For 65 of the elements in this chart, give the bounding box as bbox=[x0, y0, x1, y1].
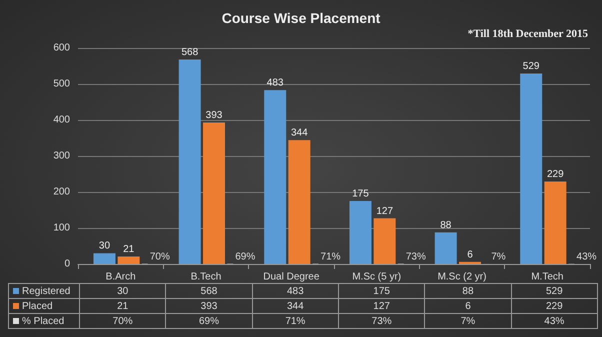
text: 70% bbox=[150, 251, 170, 262]
legend-label: % Placed bbox=[8, 314, 80, 328]
text: 393 bbox=[206, 110, 222, 122]
text: *Till 18th December 2015 bbox=[468, 28, 588, 40]
data-label: 71% bbox=[252, 314, 338, 328]
data-label: 43% bbox=[511, 314, 598, 328]
data-label: 70% bbox=[80, 314, 166, 328]
y-tick-label: 500 bbox=[53, 78, 70, 90]
text: 71% bbox=[320, 251, 341, 262]
x-tick-label: Dual Degree bbox=[263, 272, 320, 282]
text: 30 bbox=[98, 240, 110, 252]
text: 43% bbox=[576, 251, 597, 262]
x-tick-label: B.Tech bbox=[190, 272, 222, 282]
y-tick-label: 600 bbox=[53, 42, 70, 54]
x-tick-label: M.Sc (2 yr) bbox=[438, 272, 486, 282]
data-label: 88 bbox=[424, 284, 512, 298]
data-label: 344 bbox=[252, 298, 338, 314]
x-tick-label: M.Tech bbox=[531, 272, 564, 282]
y-tick-label: 300 bbox=[53, 150, 70, 162]
y-tick-label: 200 bbox=[53, 186, 70, 198]
legend-label: Registered bbox=[8, 284, 80, 298]
data-label: 529 bbox=[511, 284, 598, 298]
text: 6 bbox=[467, 249, 473, 260]
text: 229 bbox=[546, 169, 564, 180]
data-label: 568 bbox=[166, 284, 252, 298]
x-tick-label: M.Sc (5 yr) bbox=[352, 272, 402, 282]
legend-label: Placed bbox=[8, 298, 80, 314]
bar bbox=[544, 182, 566, 264]
y-tick-label: 100 bbox=[53, 222, 70, 234]
text: 344 bbox=[290, 128, 308, 139]
bar bbox=[93, 253, 116, 264]
bar bbox=[178, 60, 201, 264]
text: 21 bbox=[123, 244, 134, 255]
text: 483 bbox=[266, 78, 284, 89]
data-label: 175 bbox=[338, 284, 425, 298]
data-label: 393 bbox=[166, 298, 252, 314]
data-label: 7% bbox=[424, 314, 512, 328]
text: 7% bbox=[491, 251, 506, 262]
text: 175 bbox=[352, 188, 369, 200]
data-label: 6 bbox=[424, 298, 512, 314]
x-tick-label: B.Arch bbox=[106, 272, 136, 282]
data-label: 127 bbox=[338, 298, 425, 314]
data-label: 21 bbox=[80, 298, 166, 314]
bar bbox=[434, 232, 457, 264]
y-tick-label: 400 bbox=[53, 114, 70, 126]
chart-title: Course Wise Placement bbox=[222, 10, 381, 26]
text: 568 bbox=[181, 47, 198, 58]
bar bbox=[374, 218, 396, 264]
text: 88 bbox=[440, 220, 452, 231]
bar bbox=[288, 140, 310, 264]
y-tick-label: 0 bbox=[64, 258, 70, 270]
bar bbox=[520, 74, 542, 264]
text: 69% bbox=[235, 251, 256, 262]
text: 73% bbox=[406, 251, 426, 262]
text: 529 bbox=[522, 61, 540, 72]
data-label: 69% bbox=[166, 314, 252, 328]
data-label: 30 bbox=[80, 284, 166, 298]
data-label: 483 bbox=[252, 284, 338, 298]
bar bbox=[203, 122, 225, 264]
bar bbox=[264, 90, 286, 264]
bar bbox=[118, 256, 140, 264]
bar bbox=[349, 201, 372, 264]
text: 127 bbox=[376, 206, 394, 217]
data-label: 229 bbox=[511, 298, 598, 314]
data-label: 73% bbox=[338, 314, 425, 328]
